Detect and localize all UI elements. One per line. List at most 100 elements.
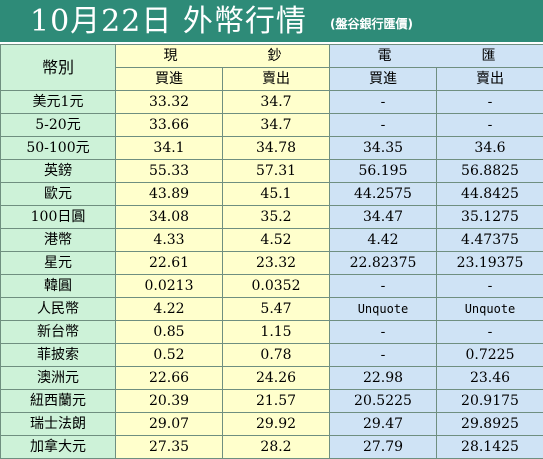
tt-buy-cell: 22.98 (330, 367, 437, 390)
tt-buy-cell: 34.47 (330, 206, 437, 229)
tt-group-header: 電匯 (330, 45, 543, 68)
currency-name-cell: 韓圓 (1, 275, 116, 298)
tt-sell-cell: 44.8425 (437, 183, 543, 206)
cash-group-label-right: 鈔 (268, 48, 282, 64)
currency-name-cell: 澳洲元 (1, 367, 116, 390)
header-row-groups: 幣別 現鈔 電匯 (1, 45, 543, 68)
tt-sell-cell: 28.1425 (437, 436, 543, 459)
cash-buy-cell: 29.07 (116, 413, 223, 436)
tt-sell-cell: 4.47375 (437, 229, 543, 252)
page-title: 10月22日 外幣行情 (30, 4, 307, 40)
tt-sell-cell: - (437, 275, 543, 298)
cash-buy-cell: 55.33 (116, 160, 223, 183)
rate-board: 10月22日 外幣行情 (盤谷銀行匯價) 幣別 現鈔 電匯 (0, 0, 543, 444)
cash-buy-cell: 4.33 (116, 229, 223, 252)
cash-sell-cell: 5.47 (223, 298, 330, 321)
cash-buy-cell: 22.61 (116, 252, 223, 275)
tt-sell-cell: - (437, 91, 543, 114)
tt-buy-cell: 22.82375 (330, 252, 437, 275)
cash-sell-cell: 1.15 (223, 321, 330, 344)
tt-sell-cell: 23.46 (437, 367, 543, 390)
currency-name-cell: 人民幣 (1, 298, 116, 321)
title-bar: 10月22日 外幣行情 (盤谷銀行匯價) (0, 0, 543, 44)
currency-name-cell: 菲披索 (1, 344, 116, 367)
tt-sell-cell: 23.19375 (437, 252, 543, 275)
currency-column-label: 幣別 (42, 58, 74, 77)
tt-buy-cell: 20.5225 (330, 390, 437, 413)
cash-sell-cell: 23.32 (223, 252, 330, 275)
cash-sell-cell: 35.2 (223, 206, 330, 229)
tt-buy-cell: 56.195 (330, 160, 437, 183)
tt-sell-header: 賣出 (437, 68, 543, 91)
currency-name-cell: 加拿大元 (1, 436, 116, 459)
currency-name-cell: 星元 (1, 252, 116, 275)
tt-sell-cell: 34.6 (437, 137, 543, 160)
currency-name-cell: 瑞士法朗 (1, 413, 116, 436)
cash-sell-cell: 57.31 (223, 160, 330, 183)
currency-name-cell: 5-20元 (1, 114, 116, 137)
tt-buy-cell: Unquote (330, 298, 437, 321)
cash-group-label-left: 現 (164, 48, 178, 64)
cash-buy-cell: 33.32 (116, 91, 223, 114)
currency-column-header: 幣別 (1, 45, 116, 91)
currency-name-cell: 100日圓 (1, 206, 116, 229)
currency-name-cell: 新台幣 (1, 321, 116, 344)
tt-sell-cell: - (437, 321, 543, 344)
cash-sell-cell: 45.1 (223, 183, 330, 206)
currency-name-cell: 美元1元 (1, 91, 116, 114)
tt-buy-cell: - (330, 275, 437, 298)
cash-sell-cell: 21.57 (223, 390, 330, 413)
cash-buy-cell: 33.66 (116, 114, 223, 137)
cash-buy-cell: 34.08 (116, 206, 223, 229)
tt-sell-cell: 0.7225 (437, 344, 543, 367)
tt-sell-cell: 20.9175 (437, 390, 543, 413)
cash-sell-header: 賣出 (223, 68, 330, 91)
cash-sell-cell: 34.7 (223, 91, 330, 114)
cash-buy-cell: 0.85 (116, 321, 223, 344)
cash-sell-cell: 34.78 (223, 137, 330, 160)
tt-buy-cell: 34.35 (330, 137, 437, 160)
tt-buy-cell: - (330, 321, 437, 344)
tt-sell-cell: - (437, 114, 543, 137)
cash-sell-cell: 34.7 (223, 114, 330, 137)
cash-buy-cell: 0.0213 (116, 275, 223, 298)
tt-sell-cell: 56.8825 (437, 160, 543, 183)
cash-buy-cell: 27.35 (116, 436, 223, 459)
tt-buy-header: 買進 (330, 68, 437, 91)
tt-buy-cell: 29.47 (330, 413, 437, 436)
tt-buy-cell: 27.79 (330, 436, 437, 459)
cash-sell-cell: 0.0352 (223, 275, 330, 298)
cash-sell-cell: 24.26 (223, 367, 330, 390)
tt-buy-cell: 44.2575 (330, 183, 437, 206)
cash-buy-cell: 34.1 (116, 137, 223, 160)
cash-sell-cell: 4.52 (223, 229, 330, 252)
tt-sell-cell: Unquote (437, 298, 543, 321)
currency-name-cell: 英鎊 (1, 160, 116, 183)
tt-buy-cell: - (330, 114, 437, 137)
cash-group-header: 現鈔 (116, 45, 330, 68)
tt-buy-cell: - (330, 344, 437, 367)
cash-sell-cell: 0.78 (223, 344, 330, 367)
currency-name-cell: 歐元 (1, 183, 116, 206)
cash-buy-cell: 43.89 (116, 183, 223, 206)
tt-group-label-left: 電 (378, 48, 392, 64)
currency-name-cell: 港幣 (1, 229, 116, 252)
cash-sell-cell: 28.2 (223, 436, 330, 459)
cash-buy-cell: 20.39 (116, 390, 223, 413)
currency-name-cell: 紐西蘭元 (1, 390, 116, 413)
